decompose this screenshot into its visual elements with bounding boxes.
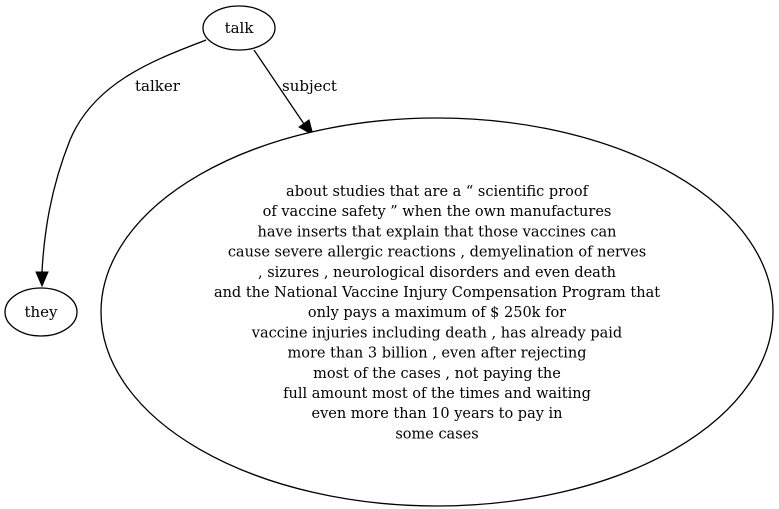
- node-subject-text-line: , sizures , neurological disorders and e…: [258, 265, 616, 281]
- node-subject-text-line: full amount most of the times and waitin…: [283, 386, 591, 402]
- node-talk: talk: [202, 5, 276, 51]
- node-subject-ellipse: [100, 117, 774, 507]
- node-subject-text-line: only pays a maximum of $ 250k for: [308, 305, 566, 321]
- edge-talker-line: [41, 39, 207, 273]
- edge-subject-label: subject: [282, 77, 337, 95]
- node-subject-text-line: vaccine injuries including death , has a…: [251, 325, 622, 341]
- edge-subject-arrowhead: [298, 119, 314, 137]
- edge-subject: subject: [253, 49, 337, 137]
- node-subject-text-lines: about studies that are a “ scientific pr…: [214, 184, 660, 442]
- edge-talker-label: talker: [135, 77, 181, 95]
- node-subject-text-line: even more than 10 years to pay in: [312, 406, 563, 422]
- node-subject-text-line: most of the cases , not paying the: [313, 366, 561, 382]
- edge-talker-arrowhead: [35, 271, 49, 288]
- node-they: they: [4, 287, 78, 337]
- node-subject-text-line: have inserts that explain that those vac…: [258, 224, 617, 240]
- node-subject-text-line: cause severe allergic reactions , demyel…: [228, 245, 646, 261]
- node-talk-label: talk: [225, 19, 255, 37]
- node-subject-text-line: and the National Vaccine Injury Compensa…: [214, 285, 660, 301]
- node-subject-text-line: of vaccine safety ” when the own manufac…: [263, 204, 612, 220]
- node-subject-text: about studies that are a “ scientific pr…: [100, 117, 774, 507]
- node-talk-ellipse: [202, 5, 276, 51]
- edge-subject-line: [253, 49, 305, 125]
- node-they-ellipse: [4, 287, 78, 337]
- edge-talker: talker: [35, 39, 207, 288]
- node-subject-text-line: about studies that are a “ scientific pr…: [286, 184, 590, 200]
- node-they-label: they: [24, 303, 58, 321]
- node-subject-text-line: some cases: [395, 426, 478, 442]
- node-subject-text-line: more than 3 billion , even after rejecti…: [288, 346, 587, 362]
